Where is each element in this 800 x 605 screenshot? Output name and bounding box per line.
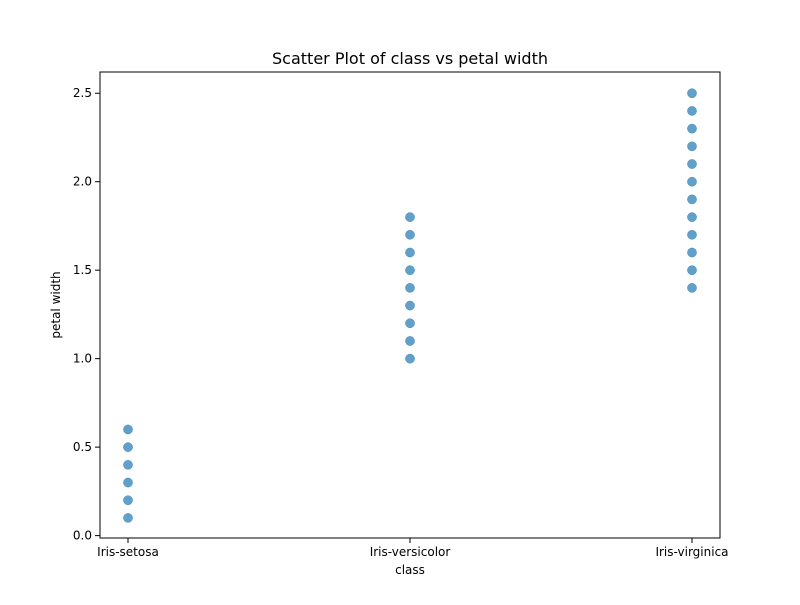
data-point [405, 229, 415, 240]
data-point [687, 212, 697, 222]
data-point [123, 442, 133, 452]
data-point [687, 247, 697, 258]
data-point [687, 176, 697, 187]
data-point [123, 459, 133, 470]
y-tick-label: 1.0 [73, 352, 92, 366]
data-point [687, 265, 697, 276]
data-point [687, 88, 697, 99]
x-axis: Iris-setosa Iris-versicolor Iris-virginica [97, 538, 729, 559]
data-point [405, 247, 415, 258]
data-point [687, 106, 697, 116]
data-point [687, 141, 697, 152]
data-point [405, 318, 415, 329]
y-tick-label: 1.5 [73, 263, 92, 277]
y-axis: 0.0 0.5 1.0 1.5 2.0 2.5 [73, 86, 100, 543]
data-point [405, 283, 415, 293]
data-point [687, 159, 697, 169]
y-tick-label: 0.5 [73, 440, 92, 454]
data-point [405, 300, 415, 311]
data-point [687, 194, 697, 205]
y-tick-label: 0.0 [73, 529, 92, 543]
data-point [123, 424, 133, 435]
y-tick-label: 2.0 [73, 175, 92, 189]
data-point [687, 229, 697, 240]
data-point [123, 477, 133, 488]
data-point [687, 283, 697, 293]
x-tick-label: Iris-virginica [655, 545, 728, 559]
data-point [123, 495, 133, 506]
chart-title: Scatter Plot of class vs petal width [272, 49, 548, 68]
data-point [405, 353, 415, 364]
y-tick-label: 2.5 [73, 86, 92, 100]
data-point [405, 265, 415, 276]
data-point [405, 336, 415, 346]
points-layer [123, 88, 697, 523]
data-point [123, 513, 133, 523]
y-axis-label: petal width [49, 271, 63, 338]
data-point [687, 123, 697, 134]
x-axis-label: class [395, 563, 425, 577]
data-point [405, 212, 415, 222]
x-tick-label: Iris-setosa [97, 545, 159, 559]
x-tick-label: Iris-versicolor [370, 545, 451, 559]
